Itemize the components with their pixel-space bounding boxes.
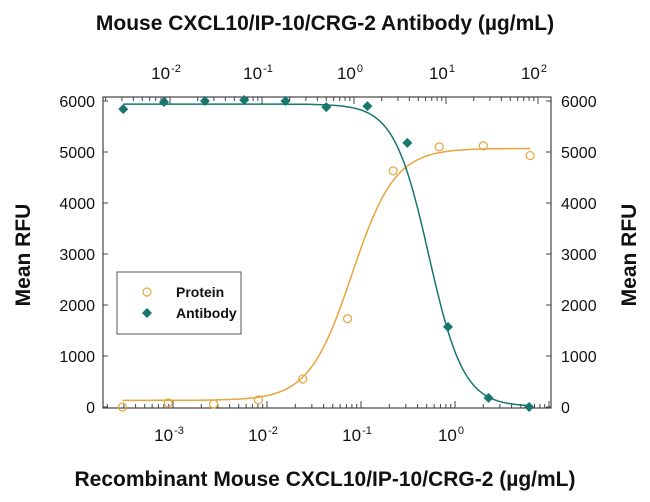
x-axis-label: Recombinant Mouse CXCL10/IP-10/CRG-2 (µg… (75, 468, 576, 491)
antibody-data-point (118, 104, 129, 115)
y-tick-label-left: 3000 (59, 247, 95, 264)
protein-data-point (342, 314, 353, 324)
protein-data-point (117, 402, 128, 412)
x-bottom-tick-label: 100 (438, 425, 464, 445)
y-tick-label-left: 4000 (59, 196, 95, 213)
y-tick-label-right: 1000 (561, 349, 597, 366)
y-tick-label-right: 0 (561, 400, 570, 417)
x-top-tick-label: 10-2 (151, 63, 181, 83)
antibody-data-point (362, 101, 373, 112)
y-tick-label-left: 1000 (59, 349, 95, 366)
protein-data-point (253, 395, 263, 405)
legend-protein-label: Protein (176, 284, 224, 300)
y-tick-label-right: 4000 (561, 196, 597, 213)
antibody-data-point (199, 96, 210, 106)
y-tick-label-right: 6000 (561, 94, 597, 111)
antibody-data-point (239, 94, 250, 105)
antibody-data-point (402, 137, 413, 148)
legend-antibody-marker (142, 308, 152, 318)
protein-fit-curve (122, 147, 531, 402)
protein-data-point (525, 150, 535, 161)
y-tick-label-left: 5000 (59, 145, 95, 162)
y-axis-label-right: Mean RFU (618, 204, 641, 307)
x-bottom-tick-label: 10-1 (342, 425, 372, 445)
antibody-data-point (158, 97, 169, 108)
antibody-data-point (280, 96, 291, 106)
legend-antibody-label: Antibody (176, 305, 237, 321)
y-tick-label-left: 6000 (59, 94, 95, 111)
antibody-data-point (524, 402, 535, 412)
y-tick-label-right: 5000 (561, 145, 597, 162)
x-bottom-tick-label: 10-3 (154, 425, 184, 445)
legend-protein-marker (142, 287, 152, 297)
x-top-tick-label: 101 (429, 63, 455, 83)
y-axis-label-left: Mean RFU (12, 204, 35, 307)
chart-title: Mouse CXCL10/IP-10/CRG-2 Antibody (µg/mL… (96, 12, 554, 35)
x-top-tick-label: 100 (337, 63, 363, 83)
y-tick-label-right: 3000 (561, 247, 597, 264)
protein-data-point (163, 398, 173, 408)
x-top-tick-label: 10-1 (243, 63, 273, 83)
x-bottom-tick-label: 10-2 (248, 425, 278, 445)
protein-data-point (388, 166, 398, 176)
protein-data-point (298, 374, 308, 384)
protein-data-point (478, 141, 488, 151)
legend: Protein Antibody (116, 271, 242, 335)
protein-data-point (434, 142, 444, 152)
antibody-data-point (321, 102, 332, 113)
plot-frame (102, 96, 552, 409)
y-tick-label-right: 2000 (561, 298, 597, 315)
x-top-tick-label: 102 (521, 63, 547, 83)
antibody-data-point (442, 321, 453, 332)
y-tick-label-left: 0 (86, 400, 95, 417)
protein-data-point (208, 399, 219, 409)
y-tick-label-left: 2000 (59, 298, 95, 315)
antibody-data-point (483, 392, 494, 403)
